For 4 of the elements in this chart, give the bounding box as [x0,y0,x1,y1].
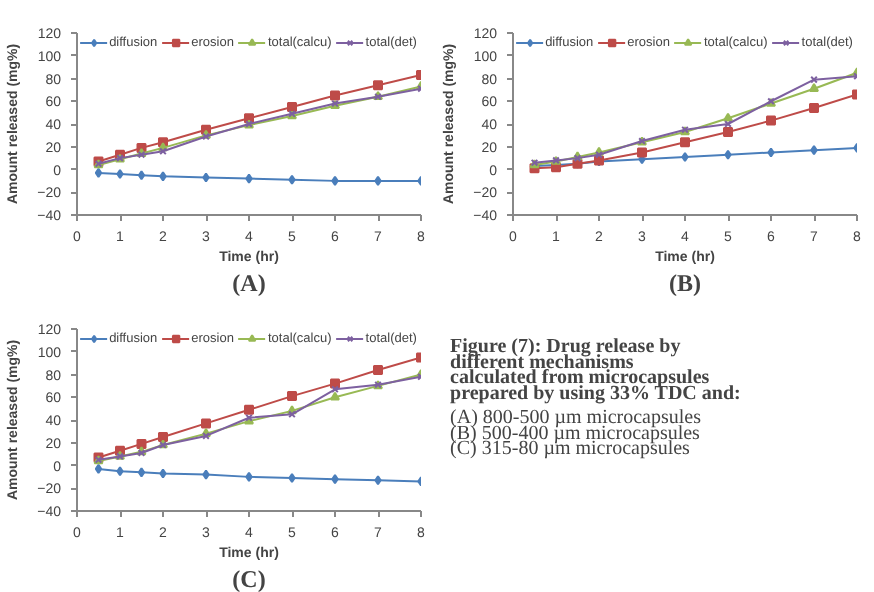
text: Figure (7): Drug release by different mechanisms calculated from microcapsules prepared by using 33% TDC and: [450,336,741,405]
text: (B) [669,269,701,297]
text: (A) [232,269,266,297]
text: (C) [232,565,266,592]
